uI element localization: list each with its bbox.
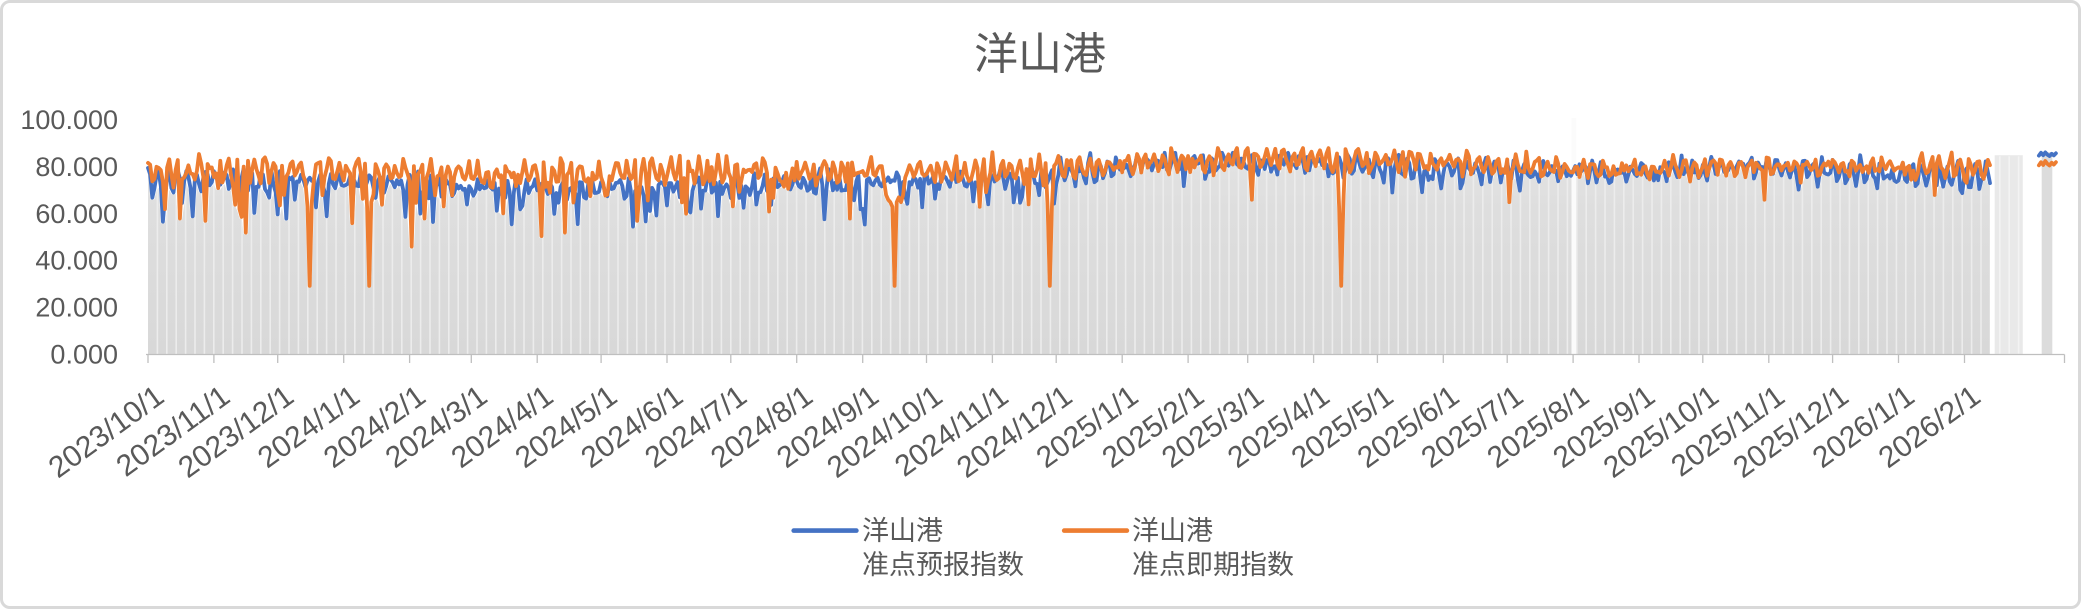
svg-text:洋山港: 洋山港 <box>862 516 943 546</box>
svg-text:80.000: 80.000 <box>35 152 118 182</box>
svg-text:准点即期指数: 准点即期指数 <box>1132 550 1294 580</box>
svg-text:洋山港: 洋山港 <box>974 30 1106 79</box>
svg-text:100.000: 100.000 <box>20 105 118 135</box>
svg-text:洋山港: 洋山港 <box>1132 516 1213 546</box>
svg-text:20.000: 20.000 <box>35 293 118 323</box>
svg-text:准点预报指数: 准点预报指数 <box>862 550 1024 580</box>
svg-text:0.000: 0.000 <box>50 340 118 370</box>
svg-text:40.000: 40.000 <box>35 246 118 276</box>
svg-text:60.000: 60.000 <box>35 199 118 229</box>
